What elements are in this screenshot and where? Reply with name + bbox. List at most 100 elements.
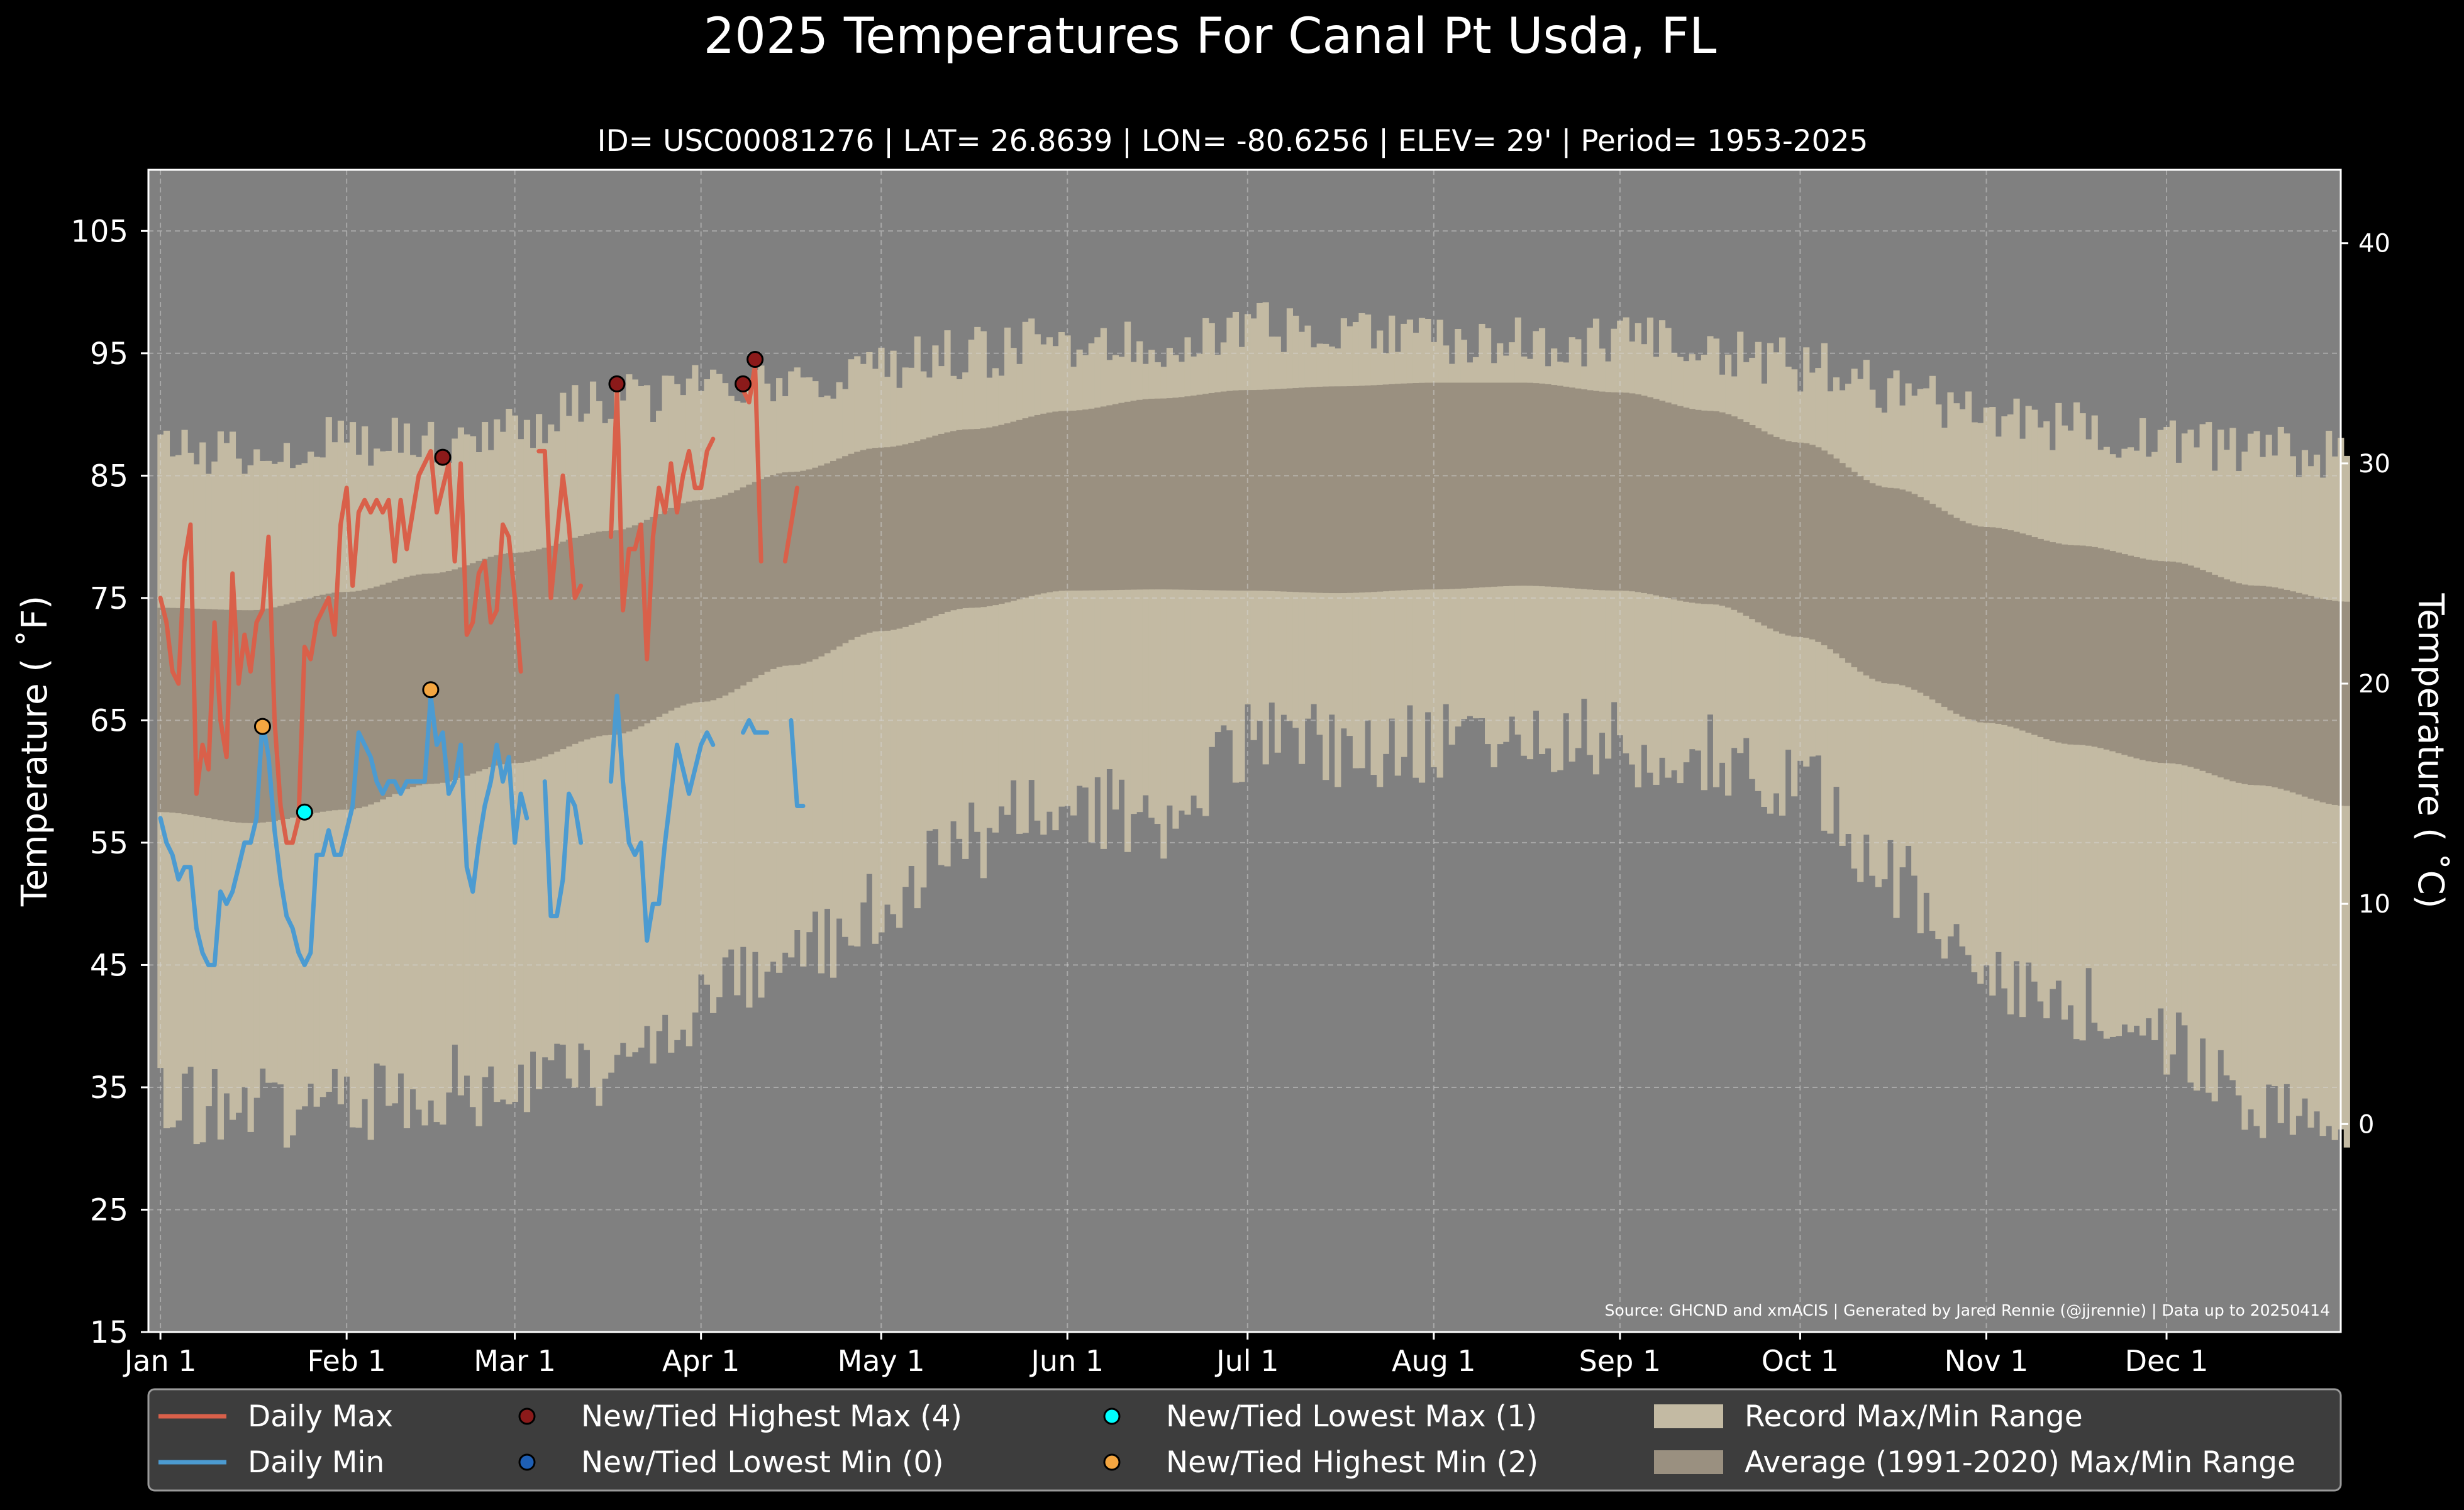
y-tick-label-right: 20: [2358, 670, 2390, 699]
normal-range-bar: [2295, 592, 2302, 795]
normal-range-bar: [1298, 387, 1306, 592]
x-tick-label: Mar 1: [474, 1344, 556, 1378]
normal-range-bar: [506, 553, 513, 763]
normal-range-bar: [902, 444, 909, 627]
normal-range-bar: [463, 565, 470, 776]
normal-range-bar: [1863, 480, 1870, 676]
record-range-bar: [2194, 447, 2200, 1091]
normal-range-bar: [1382, 384, 1389, 592]
normal-range-bar: [2019, 533, 2026, 731]
normal-range-bar: [2181, 563, 2189, 766]
normal-range-bar: [2307, 596, 2314, 799]
y-tick-label-left: 25: [90, 1192, 128, 1228]
normal-range-bar: [1785, 441, 1792, 636]
normal-range-bar: [1172, 397, 1179, 590]
normal-range-bar: [2073, 545, 2080, 745]
normal-range-bar: [1779, 439, 1786, 634]
normal-range-bar: [2091, 547, 2098, 747]
record-range-bar: [680, 395, 687, 1030]
normal-range-bar: [1370, 385, 1377, 592]
normal-range-bar: [1929, 504, 1936, 700]
normal-range-bar: [920, 439, 927, 621]
legend-box: [147, 1388, 2342, 1492]
normal-range-bar: [1286, 388, 1293, 592]
normal-range-bar: [1803, 443, 1810, 638]
right-y-axis: 0 10 20 30 40: [2341, 230, 2390, 1139]
normal-range-bar: [1022, 418, 1029, 598]
normal-range-bar: [2319, 599, 2326, 802]
record-range-bar: [848, 359, 855, 946]
normal-range-bar: [2031, 537, 2038, 735]
record-range-bar: [596, 401, 602, 1106]
normal-range-bar: [1365, 385, 1372, 592]
normal-range-bar: [2284, 589, 2290, 791]
normal-range-bar: [277, 606, 284, 820]
normal-range-bar: [295, 601, 302, 817]
normal-range-bar: [1064, 411, 1071, 591]
normal-range-bar: [656, 514, 663, 717]
normal-range-bar: [1028, 416, 1035, 596]
normal-range-bar: [469, 563, 477, 774]
normal-range-bar: [1683, 408, 1690, 602]
normal-range-bar: [1551, 385, 1558, 587]
normal-range-bar: [343, 592, 350, 810]
normal-range-bar: [1545, 384, 1551, 587]
normal-range-bar: [2007, 530, 2014, 727]
normal-range-bar: [1935, 507, 1942, 704]
normal-range-bar: [1971, 525, 1978, 721]
normal-range-bar: [187, 608, 194, 815]
record-range-bar: [2241, 452, 2248, 1130]
normal-range-bar: [265, 608, 272, 822]
normal-range-bar: [199, 609, 206, 818]
legend-swatch-patch: [1654, 1450, 1723, 1474]
normal-range-bar: [1245, 390, 1251, 591]
record-range-bar: [1070, 367, 1077, 816]
normal-range-bar: [1887, 487, 1894, 684]
normal-range-bar: [709, 499, 717, 701]
normal-range-bar: [1076, 410, 1083, 591]
normal-range-bar: [319, 594, 326, 812]
record-range-bar: [734, 401, 741, 996]
normal-range-bar: [1100, 406, 1107, 591]
normal-range-bar: [2169, 561, 2176, 763]
normal-range-bar: [722, 495, 729, 696]
legend-swatch-dot: [1103, 1453, 1121, 1471]
normal-range-bar: [259, 609, 266, 823]
normal-range-bar: [355, 591, 362, 809]
normal-range-bar: [1377, 384, 1384, 592]
chart-subtitle: ID= USC00081276 | LAT= 26.8639 | LON= -8…: [597, 124, 1868, 158]
normal-range-bar: [1719, 412, 1726, 606]
record-range-bar: [962, 372, 969, 859]
normal-range-bar: [685, 501, 692, 704]
normal-range-bar: [475, 560, 482, 772]
normal-range-bar: [1659, 401, 1666, 597]
normal-range-bar: [289, 602, 296, 818]
record-range-bar: [800, 377, 807, 967]
normal-range-bar: [379, 584, 386, 800]
normal-range-bar: [1502, 382, 1509, 586]
normal-range-bar: [2343, 601, 2350, 806]
normal-range-bar: [301, 599, 308, 816]
normal-range-bar: [362, 589, 369, 807]
normal-range-bar: [331, 592, 338, 811]
record-range-bar: [830, 398, 837, 978]
normal-range-bar: [2121, 554, 2128, 755]
record-marker-lowest-max: [296, 803, 313, 821]
normal-range-bar: [2139, 558, 2146, 760]
normal-range-bar: [854, 452, 861, 637]
legend-swatch-dot: [518, 1407, 536, 1425]
normal-range-bar: [2326, 600, 2333, 804]
normal-range-bar: [890, 447, 897, 630]
legend-item: Average (1991-2020) Max/Min Range: [1654, 1445, 2295, 1480]
normal-range-bar: [1406, 383, 1414, 591]
normal-range-bar: [560, 541, 567, 750]
y-axis-label-right: Temperature ( ˚C): [2410, 592, 2451, 908]
normal-range-bar: [1881, 487, 1888, 684]
normal-range-bar: [1851, 472, 1858, 667]
normal-range-bar: [1791, 442, 1798, 637]
normal-range-bar: [2025, 535, 2032, 733]
x-tick-label: Aug 1: [1392, 1344, 1476, 1378]
y-tick-label-right: 0: [2358, 1110, 2374, 1139]
x-tick-label: Dec 1: [2125, 1344, 2209, 1378]
